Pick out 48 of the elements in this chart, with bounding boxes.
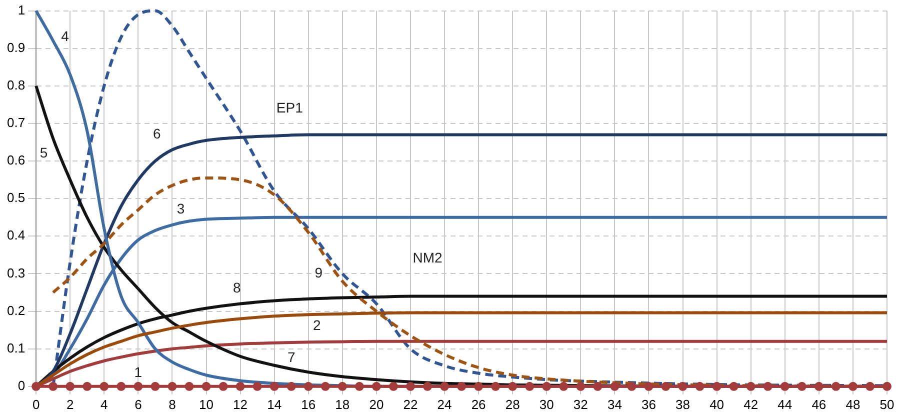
annotation: EP1 [276,99,304,116]
x-tick-label: 26 [471,396,486,412]
y-tick-label: 0.7 [6,115,26,130]
x-tick-label: 34 [607,396,622,412]
y-tick-label: 1 [18,2,26,18]
y-tick-label: 0.1 [6,340,26,356]
x-tick-label: 2 [66,396,74,412]
series-label: 6 [153,126,162,142]
x-tick-label: 28 [505,396,520,412]
x-tick-label: 32 [573,396,588,412]
series-label: 8 [232,280,241,296]
y-tick-label: 0.2 [6,302,26,318]
x-tick-label: 22 [403,396,418,412]
series-label: 1 [134,364,142,380]
x-tick-label: 12 [233,396,248,412]
series-label: 9 [314,264,323,281]
x-tick-label: 10 [199,396,214,412]
y-tick-label: 0.6 [6,152,26,168]
annotation: NM2 [412,250,442,266]
x-tick-label: 44 [778,396,792,412]
x-tick-label: 46 [812,396,826,412]
y-tick-label: 0.5 [6,190,26,206]
x-tick-label: 8 [168,396,176,412]
x-tick-label: 50 [880,396,894,412]
y-tick-label: 0 [18,378,26,393]
series-label: 5 [40,144,48,160]
x-tick-label: 48 [846,396,860,412]
x-tick-label: 24 [437,396,452,412]
x-tick-label: 40 [710,396,724,412]
x-tick-label: 36 [642,396,656,412]
y-tick-label: 0.3 [6,265,26,280]
x-tick-label: 0 [32,396,40,412]
series-label: 3 [176,200,185,217]
x-tick-label: 42 [744,396,758,412]
x-tick-label: 18 [335,396,350,412]
y-tick-label: 0.4 [6,228,26,243]
y-tick-label: 0.9 [6,40,26,55]
series-label: 2 [312,317,321,334]
x-tick-label: 6 [134,396,142,412]
series-label: 7 [287,349,296,366]
series-label: 4 [61,28,70,44]
x-tick-label: 38 [676,396,690,412]
x-tick-label: 20 [369,396,384,412]
x-tick-label: 16 [301,396,316,412]
y-tick-label: 0.8 [6,78,26,92]
x-tick-label: 4 [100,396,108,412]
x-tick-label: 30 [539,396,554,412]
x-tick-label: 14 [267,396,282,412]
